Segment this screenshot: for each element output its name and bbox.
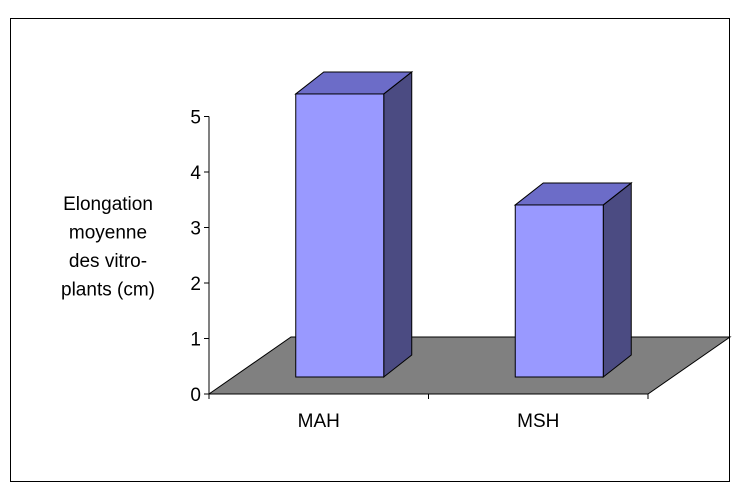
y-axis-label-line: des vitro- bbox=[69, 251, 147, 272]
y-tick-label: 5 bbox=[190, 108, 201, 129]
x-tick-label-msh: MSH bbox=[517, 411, 559, 432]
bar-front bbox=[295, 93, 385, 378]
x-tick-label-mah: MAH bbox=[298, 411, 340, 432]
bar-side bbox=[602, 181, 632, 379]
y-tick-label: 2 bbox=[190, 274, 201, 295]
bar-mah bbox=[294, 70, 414, 379]
chart-floor bbox=[207, 336, 732, 395]
y-axis-label: Elongation moyenne des vitro-plants (cm) bbox=[61, 194, 155, 301]
y-tick-label: 3 bbox=[190, 219, 201, 240]
y-tick-label: 0 bbox=[190, 385, 201, 406]
bar-front bbox=[514, 204, 604, 378]
y-axis-label-line: plants (cm) bbox=[61, 280, 155, 301]
bars bbox=[294, 70, 633, 379]
bar-side bbox=[383, 70, 413, 379]
y-axis-label-line: moyenne bbox=[69, 223, 147, 244]
y-tick-label: 1 bbox=[190, 330, 201, 351]
y-axis-label-line: Elongation bbox=[63, 194, 153, 215]
y-axis: 0 1 2 3 4 5 bbox=[190, 108, 210, 406]
bar-msh bbox=[513, 181, 633, 379]
y-tick-label: 4 bbox=[190, 163, 201, 184]
x-axis: MAH MSH bbox=[208, 393, 649, 432]
